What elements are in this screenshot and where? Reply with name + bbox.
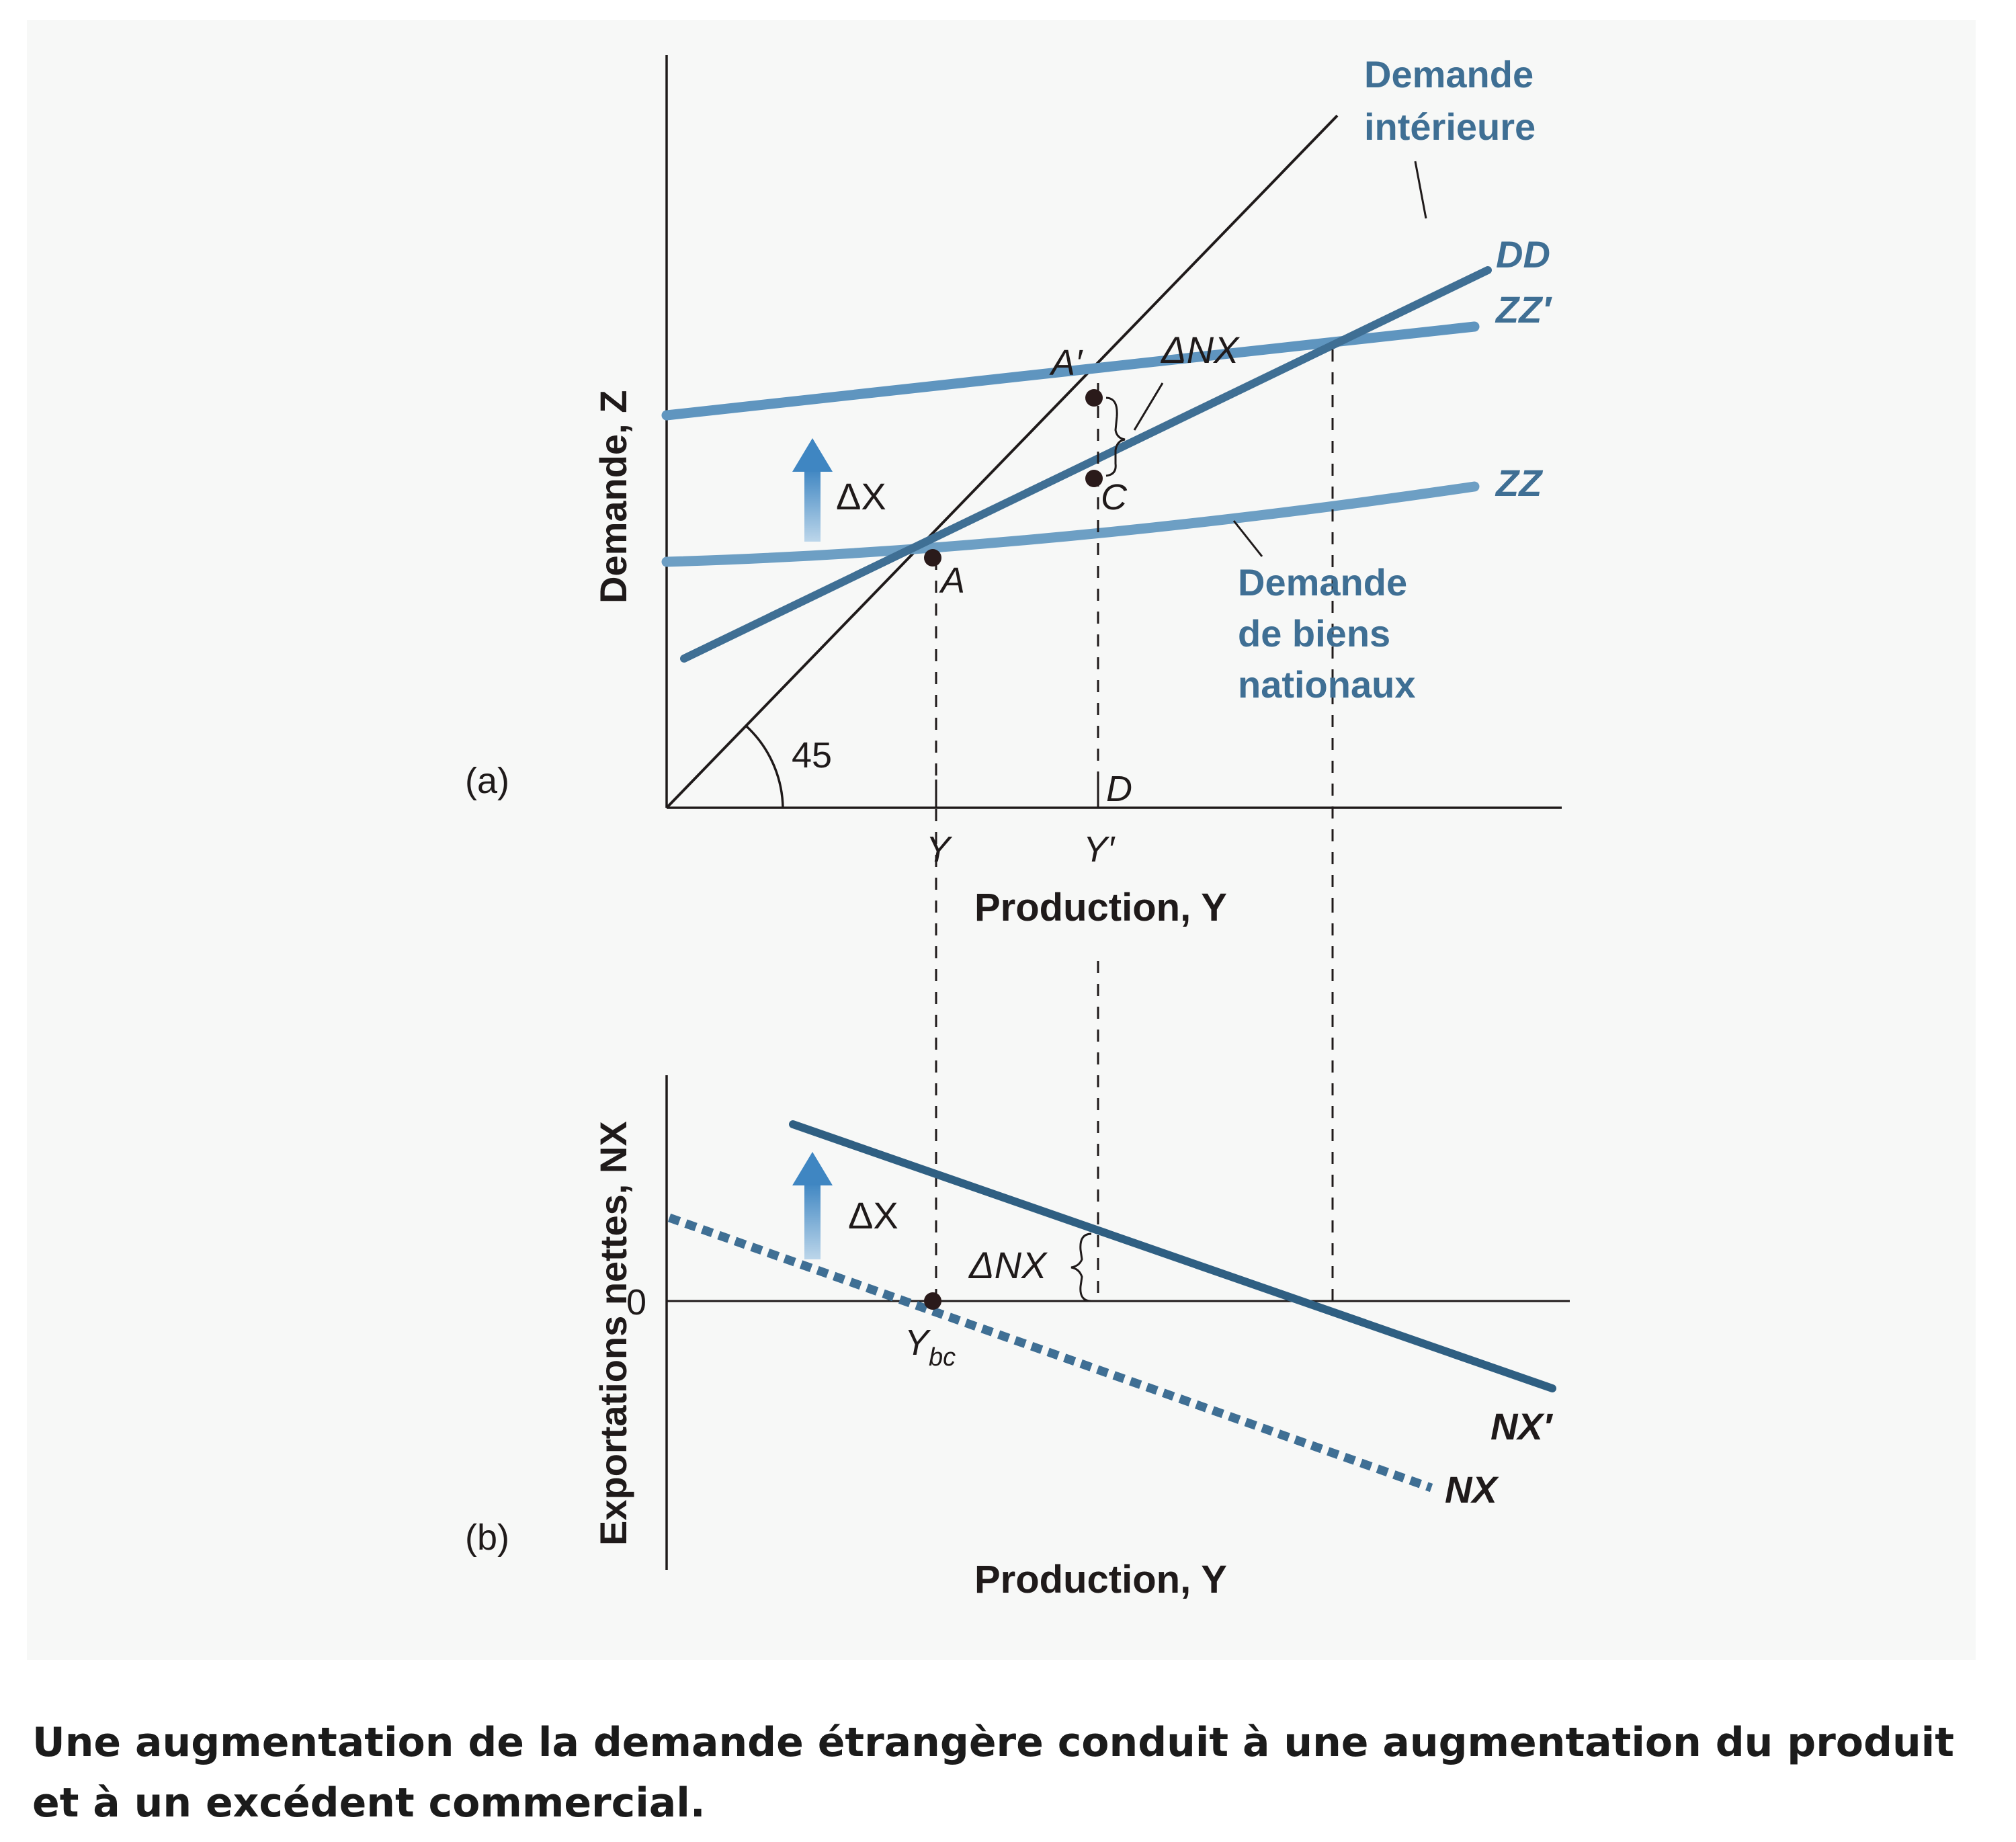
label-delta-nx-a: ΔNX [1160, 329, 1241, 371]
label-nx: NX [1445, 1468, 1499, 1511]
label-ybc-main: Y [905, 1323, 931, 1363]
leader-domestic-demand [1414, 161, 1427, 219]
nx-prime-curve [789, 1120, 1556, 1392]
label-angle: 45 [792, 735, 832, 776]
dd-curve [680, 266, 1492, 663]
label-zero: 0 [626, 1282, 646, 1323]
label-point-c: C [1101, 477, 1128, 517]
label-point-a-prime: A′ [1049, 343, 1083, 383]
figure: ΔX ΔNX 45 A A′ C D (a) Y Y′ Production, … [465, 53, 1570, 1601]
chart-a-x-label: Production, Y [974, 886, 1227, 929]
domestic-demand-line [665, 114, 1339, 809]
label-domestic-demand-2: intérieure [1364, 106, 1536, 148]
point-ybc [924, 1292, 941, 1310]
delta-x-arrow-a [792, 438, 833, 542]
chart-b-y-label: Exportations nettes, NX [592, 1121, 634, 1546]
point-a-prime [1085, 389, 1103, 407]
point-c [1085, 470, 1103, 487]
zz-curve [661, 481, 1480, 567]
figure-panel: ΔX ΔNX 45 A A′ C D (a) Y Y′ Production, … [27, 20, 1976, 1660]
label-ybc-sub: bc [929, 1343, 956, 1372]
tick-label-y-prime: Y′ [1083, 829, 1116, 870]
angle-arc [745, 724, 784, 808]
leader-delta-nx [1133, 382, 1164, 431]
label-point-a: A [939, 560, 965, 601]
chart-a-y-label: Demande, Z [592, 390, 634, 603]
chart-a: ΔX ΔNX 45 A A′ C D (a) Y Y′ Production, … [465, 53, 1562, 929]
label-delta-nx-b: ΔNX [968, 1244, 1048, 1286]
label-goods-demand-2: de biens [1238, 612, 1390, 655]
delta-nx-brace-b [1070, 1232, 1092, 1302]
label-zz-prime: ZZ′ [1495, 288, 1552, 331]
label-delta-x-a: ΔX [836, 475, 886, 517]
label-panel-a: (a) [465, 761, 509, 801]
zz-prime-curve [661, 321, 1480, 421]
point-a [924, 549, 941, 567]
label-goods-demand-1: Demande [1238, 561, 1407, 603]
figure-caption: Une augmentation de la demande étrangère… [32, 1719, 1954, 1827]
label-zz: ZZ [1495, 462, 1543, 504]
label-point-d: D [1106, 769, 1132, 809]
label-domestic-demand-1: Demande [1364, 53, 1534, 95]
label-delta-x-b: ΔX [848, 1194, 898, 1237]
delta-x-arrow-b [792, 1152, 833, 1259]
delta-nx-brace-a [1105, 396, 1126, 477]
chart-b: ΔX ΔNX 0 Ybc NX′ NX (b) Production, Y Ex… [465, 901, 1570, 1601]
label-ybc: Ybc [905, 1323, 956, 1372]
tick-label-y: Y [926, 829, 953, 870]
label-nx-prime: NX′ [1490, 1405, 1554, 1448]
label-goods-demand-3: nationaux [1238, 663, 1415, 706]
label-panel-b: (b) [465, 1517, 509, 1558]
leader-goods-demand [1232, 520, 1263, 557]
nx-curve [667, 1213, 1433, 1493]
chart-b-x-label: Production, Y [974, 1558, 1227, 1601]
label-dd: DD [1496, 233, 1550, 276]
